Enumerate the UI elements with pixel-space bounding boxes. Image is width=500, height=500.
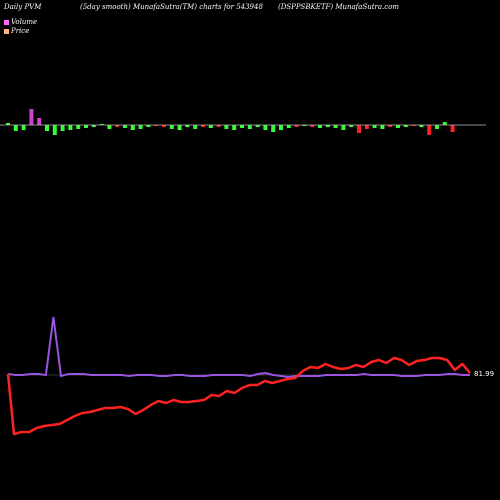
legend-price-swatch [4, 29, 9, 34]
pvm-bar [279, 125, 283, 130]
pvm-bar [6, 123, 10, 125]
pvm-bar [318, 125, 322, 128]
pvm-bar [123, 125, 127, 128]
pvm-bar [68, 125, 73, 130]
pvm-bar [364, 125, 369, 129]
pvm-bar [419, 125, 424, 127]
pvm-bar [37, 118, 42, 125]
pvm-bar [310, 125, 315, 127]
legend-volume-swatch [4, 20, 9, 25]
pvm-bar [115, 125, 120, 127]
pvm-bar [185, 125, 190, 127]
pvm-bar [325, 125, 330, 127]
pvm-bar [224, 125, 229, 129]
pvm-bar [232, 125, 237, 130]
pvm-bar [240, 125, 244, 128]
pvm-bar [411, 125, 416, 126]
legend-volume: Volume [4, 18, 37, 26]
pvm-bar [380, 125, 385, 129]
pvm-bar [201, 125, 205, 127]
pvm-bar [216, 125, 221, 127]
pvm-bars [6, 109, 455, 135]
pvm-bar [271, 125, 276, 132]
pvm-bar [442, 122, 447, 125]
chart-header-site: (DSPPSBKETF) MunafaSutra.com [278, 3, 400, 11]
pvm-bar [107, 125, 112, 129]
pvm-bar [357, 125, 361, 133]
pvm-bar [138, 125, 143, 129]
pvm-bar [177, 125, 182, 130]
pvm-bar [169, 125, 174, 129]
pvm-bar [45, 125, 49, 131]
pvm-bar [247, 125, 252, 129]
pvm-bar [13, 125, 18, 131]
legend-volume-label: Volume [11, 18, 38, 26]
pvm-bar [403, 125, 408, 127]
volume-line [7, 316, 470, 379]
legend-price: Price [4, 27, 29, 35]
pvm-bar [349, 125, 354, 127]
pvm-bar [427, 125, 432, 135]
pvm-bar [154, 125, 159, 126]
price-line [6, 356, 471, 436]
pvm-bar [435, 125, 439, 129]
pvm-bar [372, 125, 377, 128]
legend-price-label: Price [11, 27, 30, 35]
pvm-bar [84, 125, 88, 128]
pvm-bar [396, 125, 400, 128]
pvm-bar [91, 125, 96, 127]
pvm-bar [263, 125, 268, 130]
pvm-bar [60, 125, 65, 131]
pvm-bar [162, 125, 166, 127]
pvm-bar [193, 125, 198, 129]
pvm-bar [388, 125, 393, 127]
pvm-bar [21, 125, 26, 130]
pvm-bar [76, 125, 81, 129]
pvm-bar [208, 125, 213, 128]
pvm-bar [130, 125, 135, 130]
pvm-bar [29, 109, 34, 125]
last-price-label: 81.99 [474, 370, 494, 378]
pvm-bar [294, 125, 299, 127]
pvm-bar [302, 125, 307, 126]
pvm-bar [52, 125, 57, 135]
pvm-bar [341, 125, 346, 130]
pvm-bar [99, 124, 104, 125]
pvm-bar [255, 125, 260, 127]
pvm-bar [286, 125, 291, 128]
pvm-bar [450, 125, 455, 132]
pvm-bar [146, 125, 151, 127]
pvm-bar [333, 125, 338, 128]
chart-header-title: (5day smooth) MunafaSutra(TM) charts for… [80, 3, 263, 11]
chart-header-left: Daily PVM [4, 3, 42, 11]
